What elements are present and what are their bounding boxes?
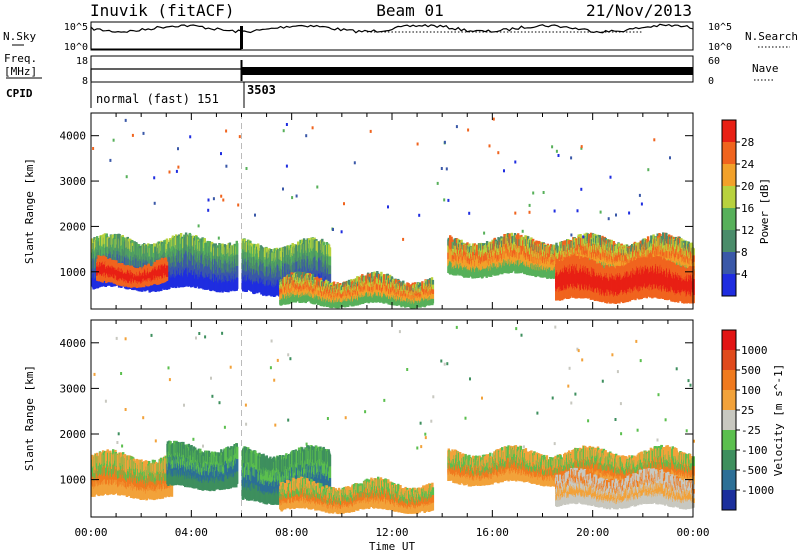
power-scatter bbox=[91, 113, 695, 309]
freq-left-tick-bottom: 8 bbox=[82, 76, 88, 87]
y-tick-label: 4000 bbox=[60, 337, 87, 350]
scatter-region bbox=[279, 271, 434, 309]
colorbar-tick-label: -25 bbox=[741, 424, 761, 437]
power-ylabel: Slant Range [km] bbox=[23, 158, 36, 264]
colorbar-swatch bbox=[722, 450, 736, 470]
date-title: 21/Nov/2013 bbox=[586, 1, 692, 20]
colorbar-swatch bbox=[722, 186, 736, 208]
colorbar-swatch bbox=[722, 490, 736, 510]
colorbar-swatch bbox=[722, 208, 736, 230]
frequency-strip: Freq. [MHz] 18 8 60 0 Nave bbox=[4, 52, 779, 87]
freq-right-tick-top: 60 bbox=[708, 56, 720, 67]
colorbar-swatch bbox=[722, 350, 736, 370]
colorbar-swatch bbox=[722, 390, 736, 410]
nsky-label: N.Sky bbox=[3, 30, 36, 43]
beam-title: Beam 01 bbox=[376, 1, 443, 20]
velocity-panel: 1000 2000 3000 4000 Slant Range [km] bbox=[23, 320, 695, 517]
x-axis: 00:00 04:00 08:00 12:00 16:00 20:00 00:00 bbox=[74, 526, 709, 539]
colorbar-swatch bbox=[722, 410, 736, 430]
y-tick-label: 2000 bbox=[60, 428, 87, 441]
noise-strip: N.Sky 10^5 10^0 10^5 10^0 N.Search bbox=[3, 22, 798, 53]
colorbar-swatch bbox=[722, 330, 736, 350]
y-tick-label: 4000 bbox=[60, 130, 87, 143]
colorbar-tick-label: 20 bbox=[741, 180, 754, 193]
velocity-colorbar-label: Velocity [m s^-1] bbox=[772, 364, 785, 477]
colorbar-swatch bbox=[722, 430, 736, 450]
colorbar-tick-label: 24 bbox=[741, 158, 755, 171]
cpid-label: CPID bbox=[6, 87, 33, 100]
y-tick-label: 3000 bbox=[60, 382, 87, 395]
freq-left-tick-top: 18 bbox=[76, 56, 88, 67]
cpid-strip: CPID normal (fast) 151 3503 bbox=[6, 82, 276, 108]
cpid-segment-1: normal (fast) 151 bbox=[96, 92, 219, 106]
y-tick-label: 2000 bbox=[60, 220, 87, 233]
station-title: Inuvik (fitACF) bbox=[90, 1, 235, 20]
x-tick-label: 00:00 bbox=[676, 526, 709, 539]
colorbar-swatch bbox=[722, 252, 736, 274]
velocity-ylabel: Slant Range [km] bbox=[23, 365, 36, 471]
x-tick-label: 12:00 bbox=[375, 526, 408, 539]
freq-label-line1: Freq. bbox=[4, 52, 37, 65]
colorbar-swatch bbox=[722, 274, 736, 296]
colorbar-swatch bbox=[722, 370, 736, 390]
x-tick-label: 08:00 bbox=[275, 526, 308, 539]
nave-label: Nave bbox=[752, 62, 779, 75]
colorbar-tick-label: 100 bbox=[741, 384, 761, 397]
colorbar-tick-label: 12 bbox=[741, 224, 754, 237]
y-tick-label: 1000 bbox=[60, 474, 87, 487]
colorbar-swatch bbox=[722, 230, 736, 252]
colorbar-swatch bbox=[722, 164, 736, 186]
velocity-scatter bbox=[91, 320, 695, 517]
scatter-region bbox=[166, 441, 238, 492]
x-axis-label: Time UT bbox=[369, 540, 416, 553]
scatter-region bbox=[279, 477, 434, 514]
colorbar-tick-label: -500 bbox=[741, 464, 768, 477]
colorbar-swatch bbox=[722, 142, 736, 164]
power-colorbar: 4 8 12 16 20 24 28 bbox=[722, 120, 755, 296]
colorbar-swatch bbox=[722, 470, 736, 490]
y-tick-label: 3000 bbox=[60, 175, 87, 188]
x-tick-label: 00:00 bbox=[74, 526, 107, 539]
noise-left-tick-bottom: 10^0 bbox=[64, 42, 88, 53]
noise-right-tick-bottom: 10^0 bbox=[708, 42, 732, 53]
colorbar-swatch bbox=[722, 120, 736, 142]
colorbar-tick-label: 16 bbox=[741, 202, 754, 215]
power-colorbar-label: Power [dB] bbox=[758, 178, 771, 244]
x-tick-label: 16:00 bbox=[476, 526, 509, 539]
colorbar-tick-label: -100 bbox=[741, 444, 768, 457]
colorbar-tick-label: 1000 bbox=[741, 344, 768, 357]
freq-right-tick-bottom: 0 bbox=[708, 76, 714, 87]
cpid-segment-2: 3503 bbox=[247, 83, 276, 97]
y-tick-label: 1000 bbox=[60, 266, 87, 279]
x-tick-label: 04:00 bbox=[175, 526, 208, 539]
colorbar-tick-label: -1000 bbox=[741, 484, 774, 497]
power-panel: 1000 2000 3000 4000 Slant Range [km] bbox=[23, 113, 695, 309]
colorbar-tick-label: 500 bbox=[741, 364, 761, 377]
noise-left-tick-top: 10^5 bbox=[64, 22, 88, 33]
nsearch-label: N.Search bbox=[745, 30, 798, 43]
x-tick-label: 20:00 bbox=[576, 526, 609, 539]
colorbar-tick-label: 8 bbox=[741, 246, 748, 259]
colorbar-tick-label: 25 bbox=[741, 404, 754, 417]
colorbar-tick-label: 4 bbox=[741, 268, 748, 281]
colorbar-tick-label: 28 bbox=[741, 136, 754, 149]
velocity-colorbar: 1000 500 100 25 -25 -100 -500 -1000 bbox=[722, 330, 774, 510]
scatter-region bbox=[91, 449, 173, 500]
freq-label-line2: [MHz] bbox=[4, 65, 37, 78]
noise-right-tick-top: 10^5 bbox=[708, 22, 732, 33]
